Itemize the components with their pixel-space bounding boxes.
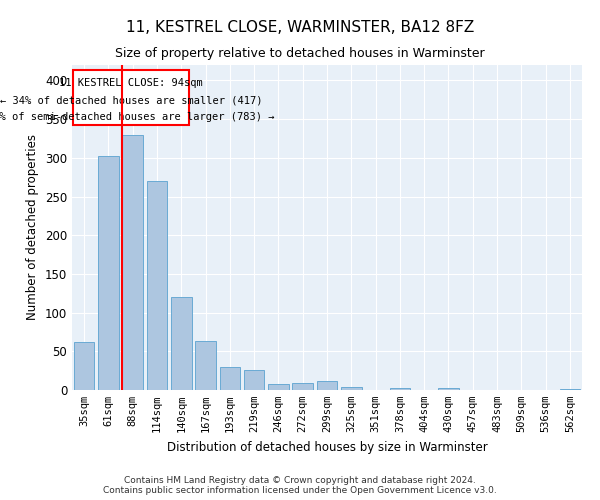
Bar xyxy=(292,383,313,390)
Text: Contains HM Land Registry data © Crown copyright and database right 2024.
Contai: Contains HM Land Registry data © Crown c… xyxy=(103,476,497,495)
Bar xyxy=(438,388,459,390)
Bar xyxy=(146,181,167,390)
Bar xyxy=(560,389,580,390)
Bar xyxy=(195,341,216,390)
Text: ← 34% of detached houses are smaller (417): ← 34% of detached houses are smaller (41… xyxy=(0,95,262,105)
Text: 11 KESTREL CLOSE: 94sqm: 11 KESTREL CLOSE: 94sqm xyxy=(59,78,203,88)
Bar xyxy=(220,367,240,390)
Bar xyxy=(171,297,191,390)
Bar xyxy=(317,380,337,390)
Bar xyxy=(389,388,410,390)
Y-axis label: Number of detached properties: Number of detached properties xyxy=(26,134,40,320)
FancyBboxPatch shape xyxy=(73,70,188,126)
Text: 11, KESTREL CLOSE, WARMINSTER, BA12 8FZ: 11, KESTREL CLOSE, WARMINSTER, BA12 8FZ xyxy=(126,20,474,35)
Bar xyxy=(98,156,119,390)
Bar xyxy=(341,387,362,390)
Bar xyxy=(244,370,265,390)
Bar xyxy=(122,134,143,390)
Bar xyxy=(74,342,94,390)
X-axis label: Distribution of detached houses by size in Warminster: Distribution of detached houses by size … xyxy=(167,440,487,454)
Text: 64% of semi-detached houses are larger (783) →: 64% of semi-detached houses are larger (… xyxy=(0,112,275,122)
Text: Size of property relative to detached houses in Warminster: Size of property relative to detached ho… xyxy=(115,48,485,60)
Bar xyxy=(268,384,289,390)
